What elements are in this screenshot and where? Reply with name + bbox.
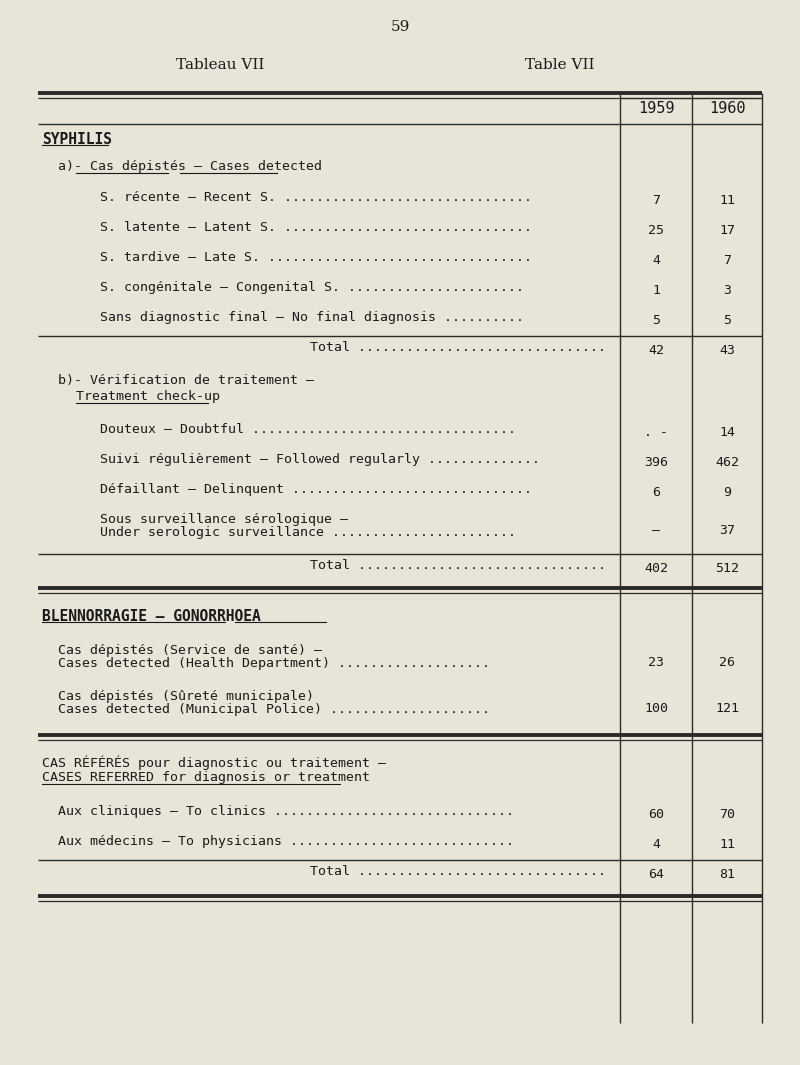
Text: Douteux – Doubtful .................................: Douteux – Doubtful .....................…: [100, 423, 516, 436]
Text: S. récente – Recent S. ...............................: S. récente – Recent S. .................…: [100, 191, 532, 204]
Text: Suivi régulièrement – Followed regularly ..............: Suivi régulièrement – Followed regularly…: [100, 453, 540, 466]
Text: SYPHILIS: SYPHILIS: [42, 132, 112, 147]
Text: 396: 396: [644, 457, 668, 470]
Text: Treatment check-up: Treatment check-up: [76, 390, 220, 403]
Text: 100: 100: [644, 702, 668, 715]
Text: 70: 70: [719, 808, 735, 821]
Text: Total ...............................: Total ...............................: [310, 341, 606, 354]
Text: 7: 7: [723, 255, 731, 267]
Text: Aux médecins – To physicians ............................: Aux médecins – To physicians ...........…: [58, 835, 514, 848]
Text: 26: 26: [719, 655, 735, 669]
Text: 59: 59: [390, 20, 410, 34]
Text: 81: 81: [719, 868, 735, 882]
Text: Sous surveillance sérologique –: Sous surveillance sérologique –: [100, 513, 348, 526]
Text: 4: 4: [652, 255, 660, 267]
Text: Total ...............................: Total ...............................: [310, 559, 606, 572]
Text: 11: 11: [719, 195, 735, 208]
Text: . -: . -: [644, 426, 668, 440]
Text: 1959: 1959: [638, 101, 674, 116]
Text: Cases detected (Municipal Police) ....................: Cases detected (Municipal Police) ......…: [58, 703, 490, 716]
Text: Sans diagnostic final – No final diagnosis ..........: Sans diagnostic final – No final diagnos…: [100, 311, 524, 324]
Text: S. tardive – Late S. .................................: S. tardive – Late S. ...................…: [100, 251, 532, 264]
Text: 23: 23: [648, 655, 664, 669]
Text: a)- Cas dépistés – Cases detected: a)- Cas dépistés – Cases detected: [58, 160, 322, 173]
Text: 14: 14: [719, 426, 735, 440]
Text: 1960: 1960: [709, 101, 746, 116]
Text: 5: 5: [652, 314, 660, 328]
Text: 17: 17: [719, 225, 735, 237]
Text: 9: 9: [723, 487, 731, 499]
Text: 43: 43: [719, 344, 735, 358]
Text: Table VII: Table VII: [526, 58, 594, 72]
Text: 121: 121: [715, 702, 739, 715]
Text: 512: 512: [715, 562, 739, 575]
Text: 25: 25: [648, 225, 664, 237]
Text: 37: 37: [719, 524, 735, 538]
Text: Total ...............................: Total ...............................: [310, 865, 606, 878]
Text: Aux cliniques – To clinics ..............................: Aux cliniques – To clinics .............…: [58, 805, 514, 818]
Text: b)- Vérification de traitement –: b)- Vérification de traitement –: [58, 374, 314, 387]
Text: 3: 3: [723, 284, 731, 297]
Text: BLENNORRAGIE – GONORRHOEA: BLENNORRAGIE – GONORRHOEA: [42, 609, 261, 624]
Text: 462: 462: [715, 457, 739, 470]
Text: Cas dépistés (Sûreté municipale): Cas dépistés (Sûreté municipale): [58, 690, 314, 703]
Text: –: –: [652, 524, 660, 538]
Text: Cas dépistés (Service de santé) –: Cas dépistés (Service de santé) –: [58, 644, 322, 657]
Text: 4: 4: [652, 838, 660, 852]
Text: 7: 7: [652, 195, 660, 208]
Text: 64: 64: [648, 868, 664, 882]
Text: 11: 11: [719, 838, 735, 852]
Text: Cases detected (Health Department) ...................: Cases detected (Health Department) .....…: [58, 657, 490, 670]
Text: 402: 402: [644, 562, 668, 575]
Text: Under serologic surveillance .......................: Under serologic surveillance ...........…: [100, 526, 516, 539]
Text: Tableau VII: Tableau VII: [176, 58, 264, 72]
Text: 42: 42: [648, 344, 664, 358]
Text: CASES REFERRED for diagnosis or treatment: CASES REFERRED for diagnosis or treatmen…: [42, 771, 370, 784]
Text: S. congénitale – Congenital S. ......................: S. congénitale – Congenital S. .........…: [100, 281, 524, 294]
Text: CAS RÉFÉRÉS pour diagnostic ou traitement –: CAS RÉFÉRÉS pour diagnostic ou traitemen…: [42, 755, 386, 770]
Text: 60: 60: [648, 808, 664, 821]
Text: 5: 5: [723, 314, 731, 328]
Text: 1: 1: [652, 284, 660, 297]
Text: Défaillant – Delinquent ..............................: Défaillant – Delinquent ................…: [100, 484, 532, 496]
Text: 6: 6: [652, 487, 660, 499]
Text: S. latente – Latent S. ...............................: S. latente – Latent S. .................…: [100, 222, 532, 234]
